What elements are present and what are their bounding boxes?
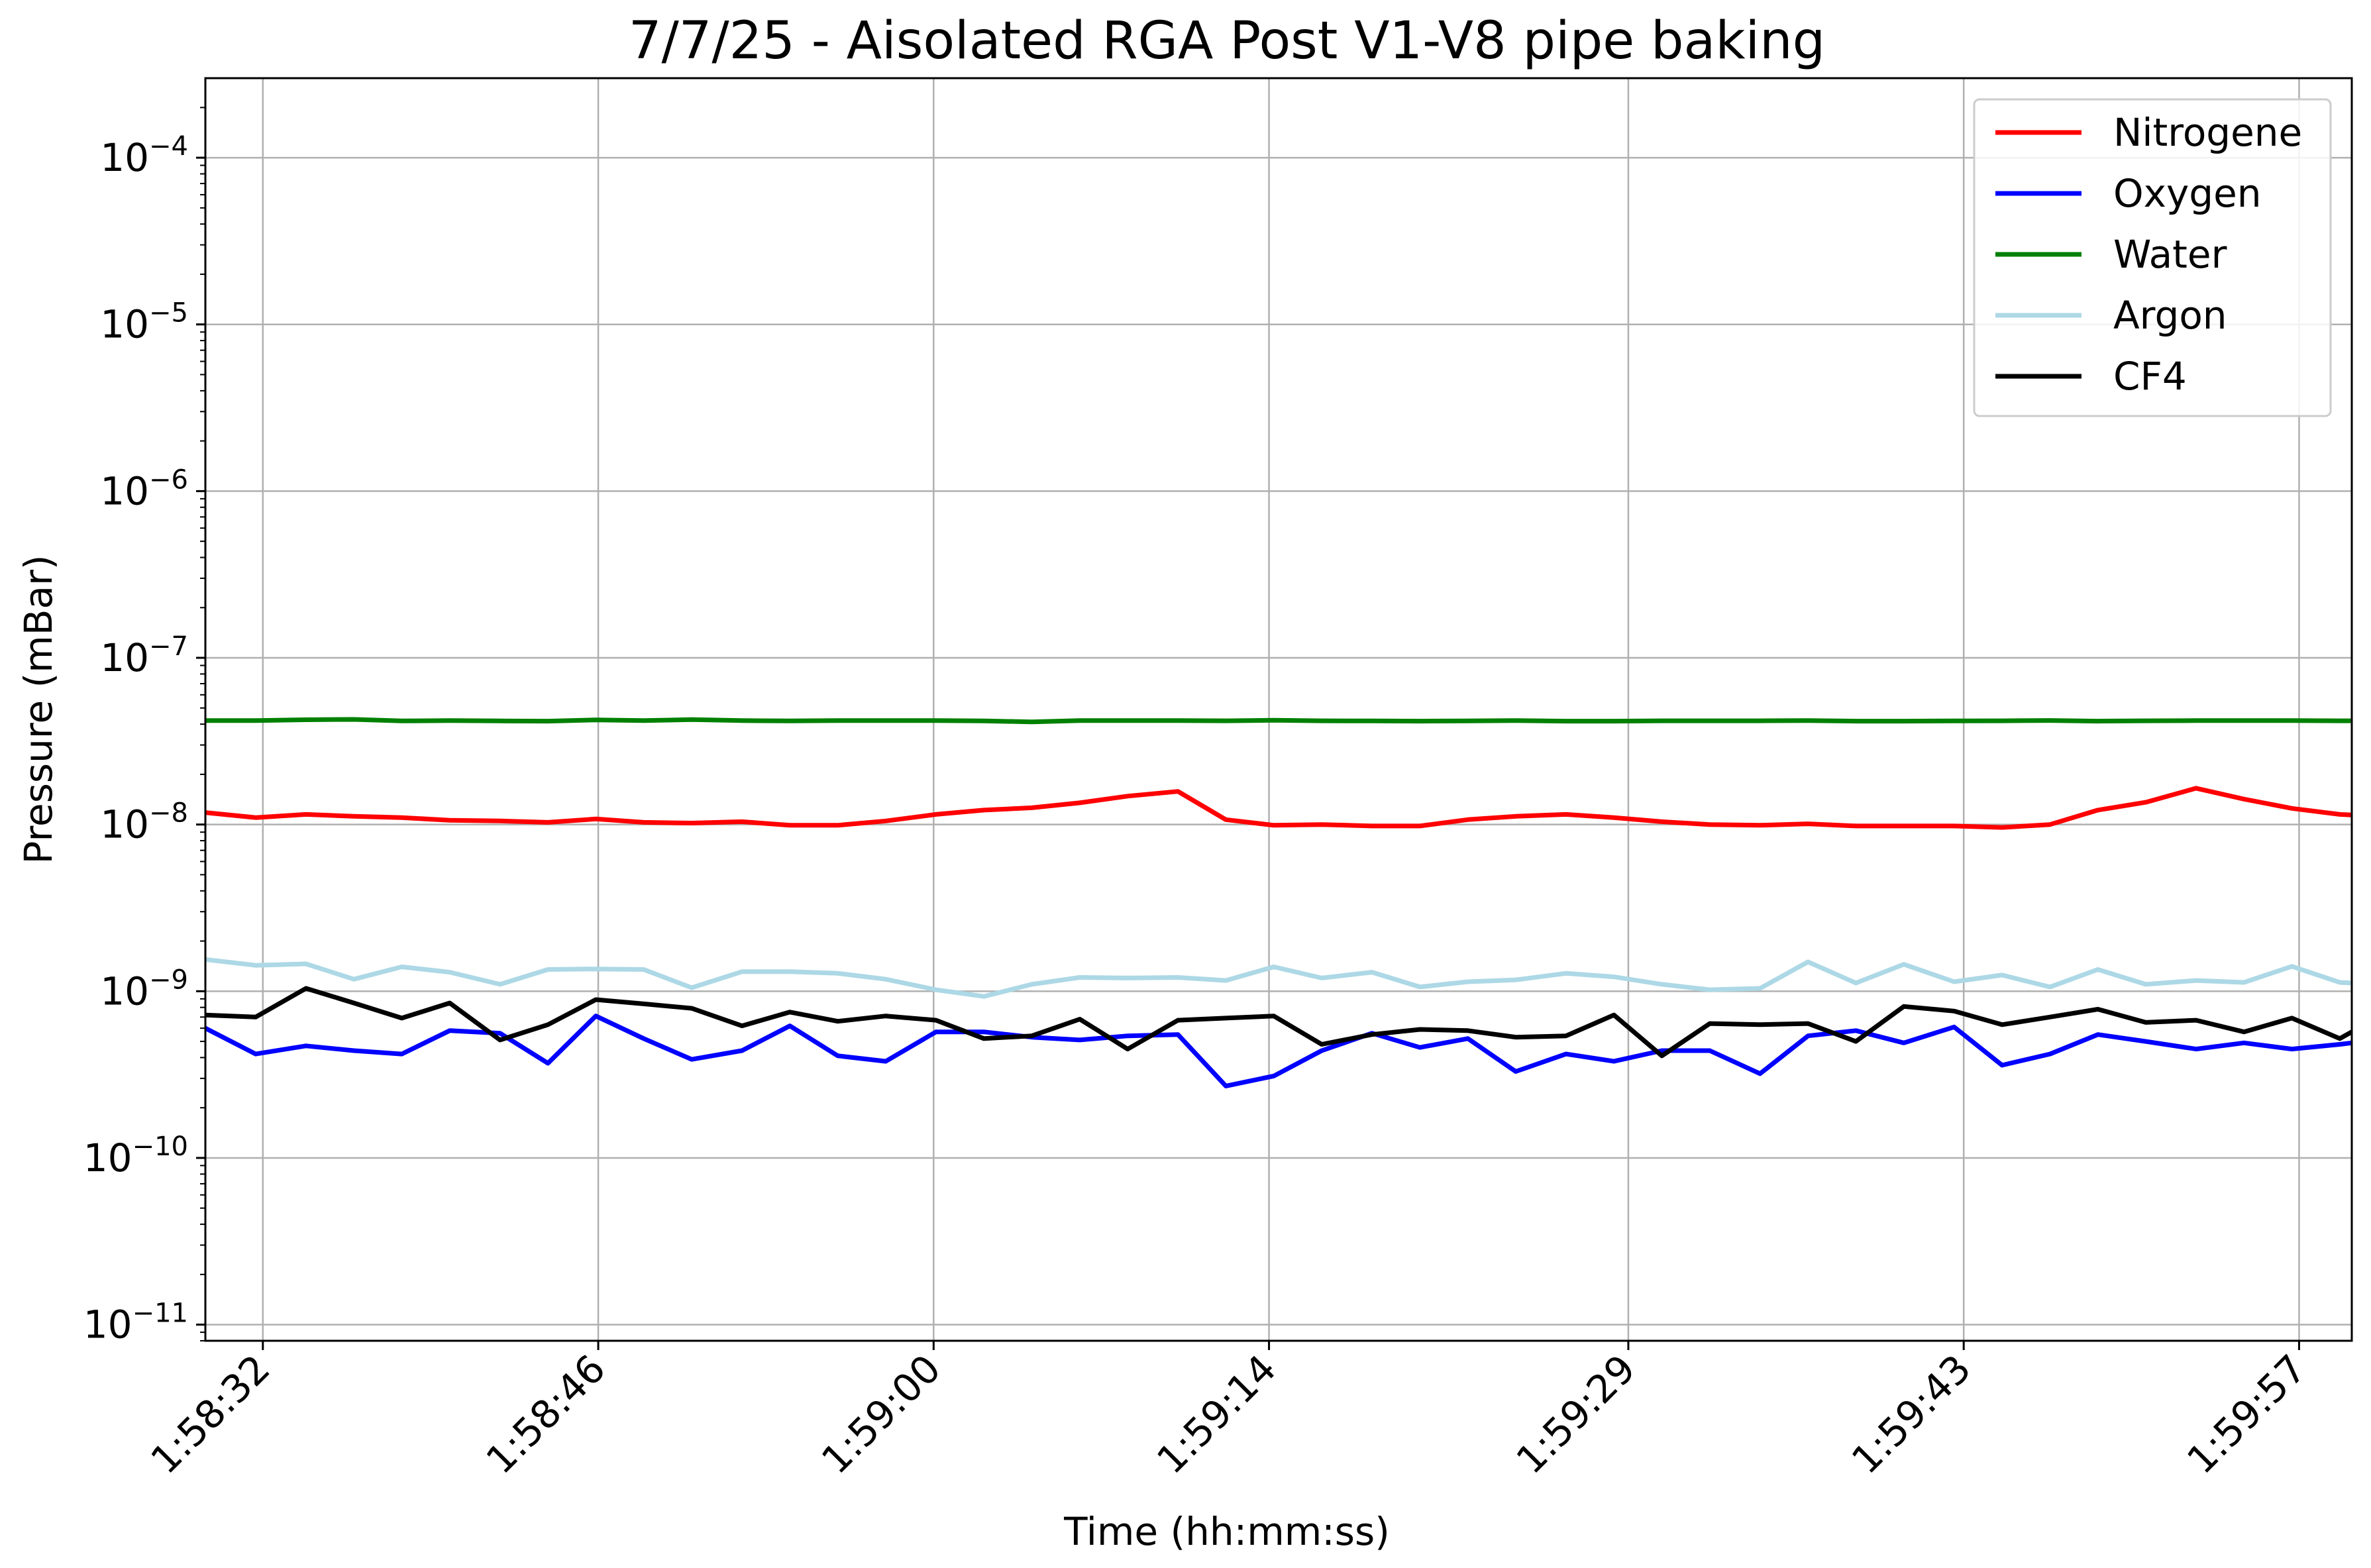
legend-label-nitrogene: Nitrogene [2113, 110, 2302, 155]
legend: Nitrogene Oxygen Water Argon CF4 [1973, 98, 2332, 417]
y-tick-label: 10−10 [83, 1131, 188, 1180]
legend-label-oxygen: Oxygen [2113, 171, 2262, 216]
legend-label-cf4: CF4 [2113, 354, 2187, 399]
y-tick-label: 10−11 [83, 1298, 188, 1347]
x-axis-label: Time (hh:mm:ss) [1063, 1509, 1390, 1554]
y-tick-label: 10−6 [100, 464, 188, 513]
legend-label-water: Water [2113, 232, 2227, 277]
y-tick-label: 10−9 [100, 965, 188, 1014]
series-lines [204, 717, 2353, 1088]
chart-title: 7/7/25 - Aisolated RGA Post V1-V8 pipe b… [629, 11, 1825, 71]
legend-label-argon: Argon [2113, 293, 2227, 338]
series-line-water [205, 717, 2352, 725]
series-line-nitrogene [205, 786, 2352, 830]
y-tick-label: 10−7 [100, 631, 188, 680]
y-tick-label: 10−8 [100, 798, 188, 847]
y-axis-ticks: 10−11 10−10 10−9 10−8 10−7 10−6 10−5 10−4 [83, 131, 205, 1347]
grid-lines [205, 78, 2352, 1341]
series-line-argon [205, 957, 2352, 999]
plot-frame [204, 77, 2353, 1342]
y-tick-label: 10−4 [100, 131, 188, 180]
series-line-cf4 [205, 986, 2353, 1059]
y-axis-label: Pressure (mBar) [16, 554, 61, 864]
series-line-oxygen [204, 1014, 2352, 1088]
y-tick-label: 10−5 [100, 298, 188, 347]
legend-box [1973, 98, 2332, 417]
